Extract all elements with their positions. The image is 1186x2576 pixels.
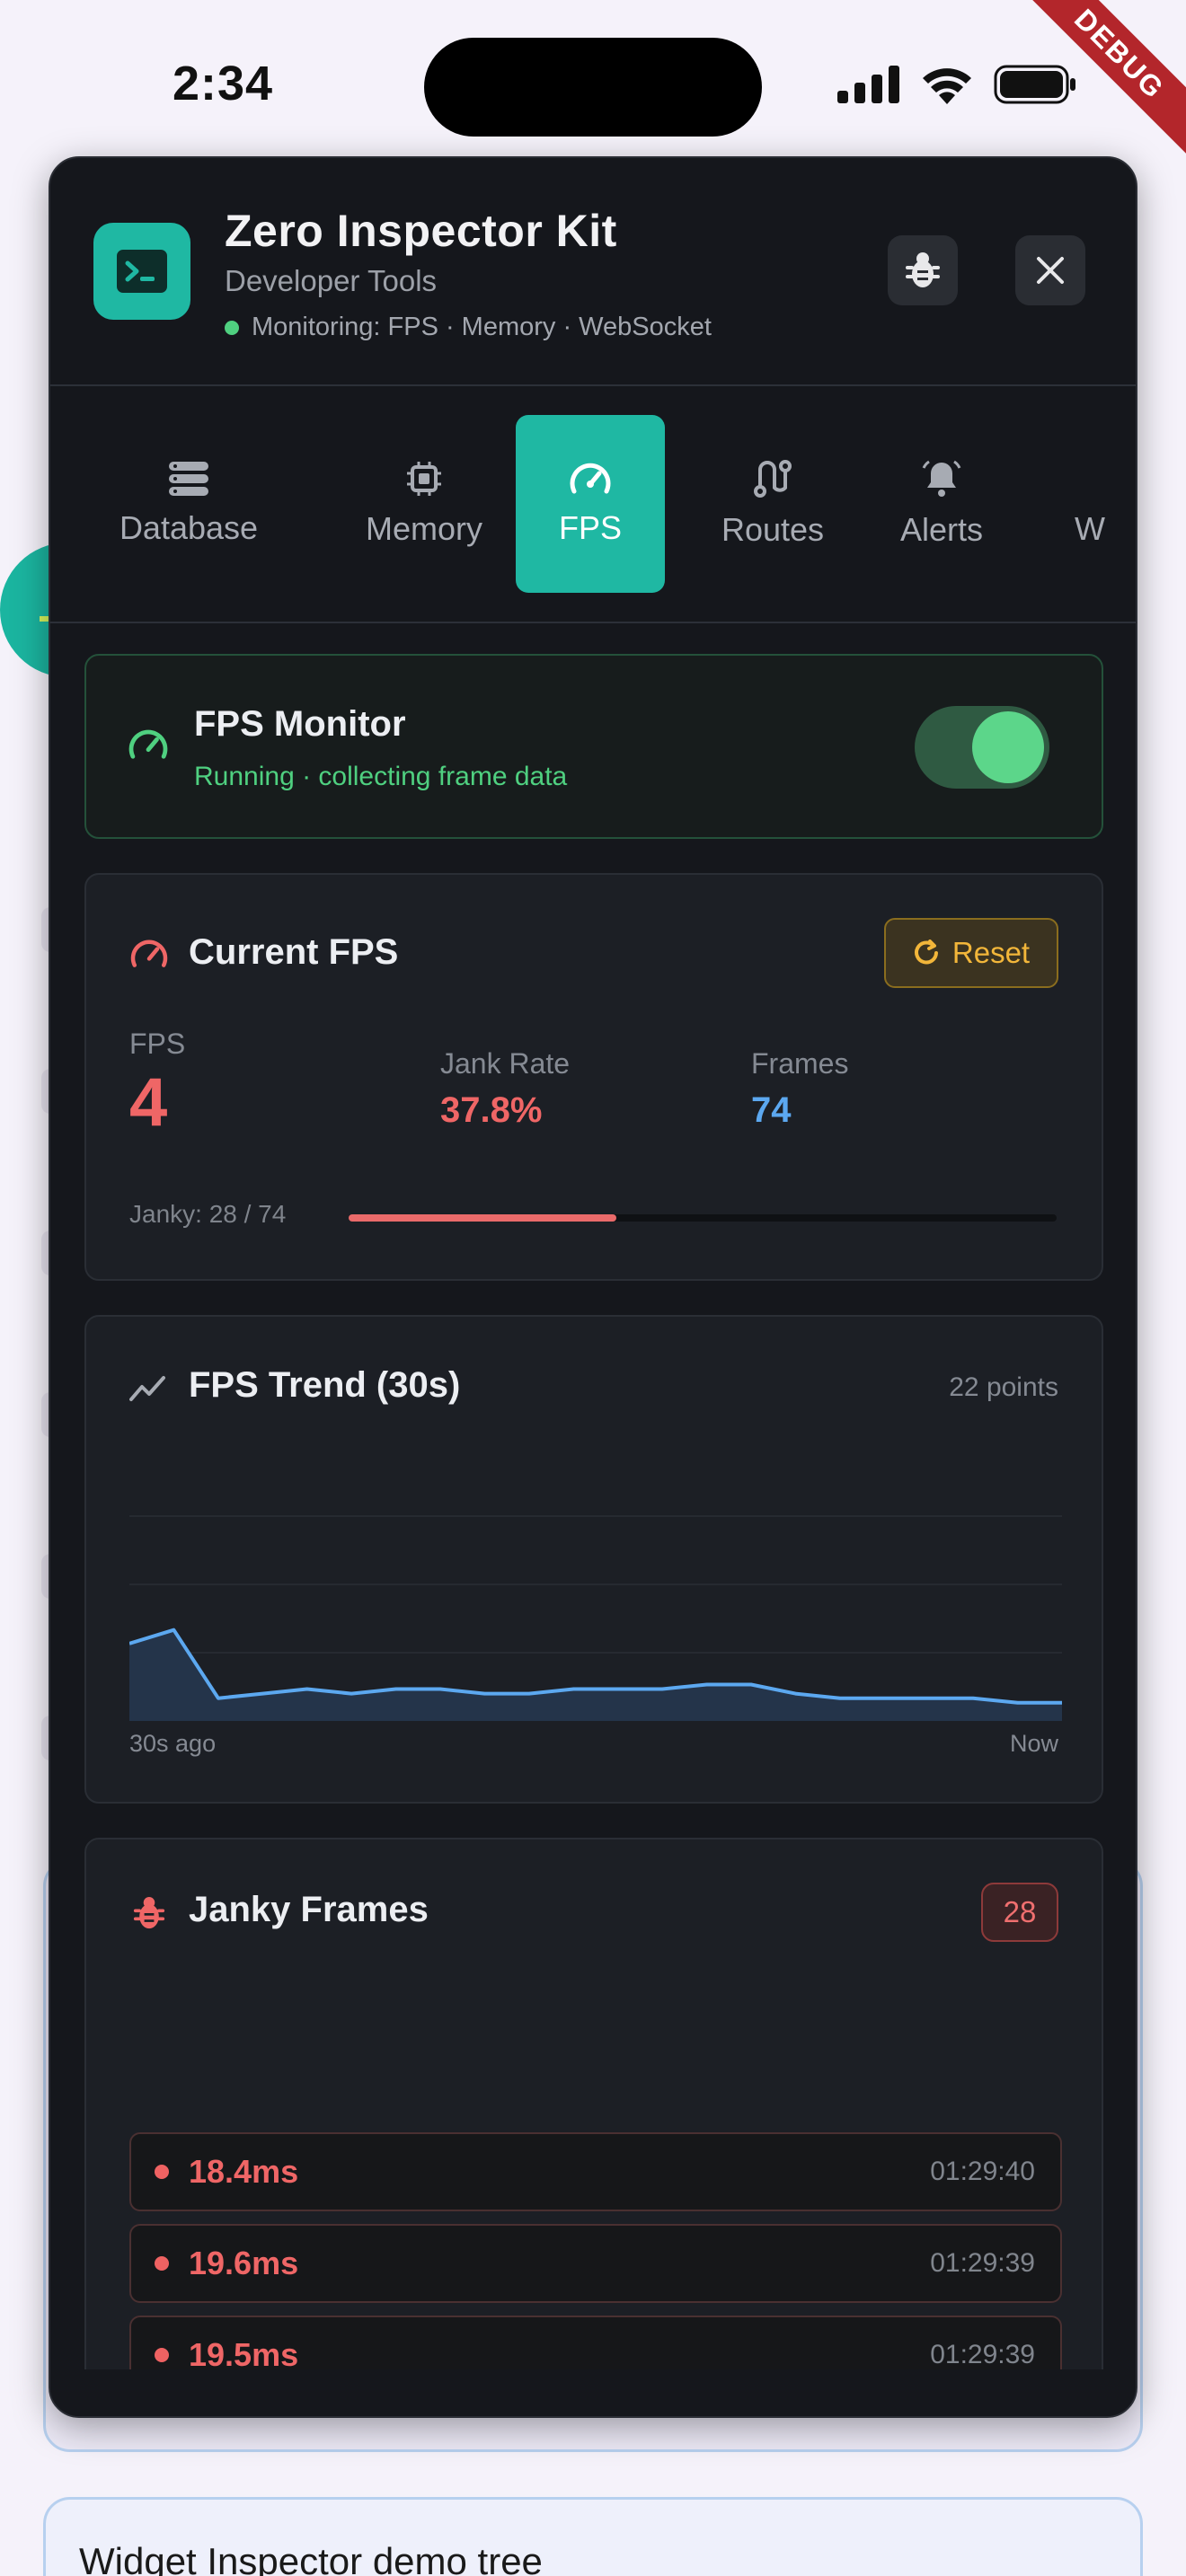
jank-progress-fill — [349, 1214, 616, 1222]
close-icon — [1037, 257, 1064, 284]
tab-label: FPS — [558, 509, 622, 546]
tab-label: Database — [119, 509, 259, 546]
tab-label: Memory — [365, 510, 482, 547]
fps-value: 4 — [129, 1064, 168, 1141]
fps-area — [129, 1629, 1062, 1721]
widget-tree-card[interactable] — [43, 2497, 1143, 2576]
tab-alerts[interactable]: Alerts — [877, 415, 1006, 593]
janky-frame-row[interactable]: 19.6ms 01:29:39 — [129, 2224, 1062, 2303]
jank-progress-bar — [349, 1214, 1057, 1222]
janky-frames-title: Janky Frames — [189, 1890, 429, 1929]
wifi-icon — [923, 68, 971, 104]
panel-bottom-edge — [50, 2369, 1136, 2416]
frames-value: 74 — [751, 1090, 792, 1130]
panel-subtitle: Developer Tools — [225, 264, 438, 297]
database-icon — [169, 462, 208, 496]
fps-monitor-status: Running · collecting frame data — [194, 762, 568, 791]
panel-header: Zero Inspector Kit Developer Tools Monit… — [50, 158, 1136, 386]
fab-icon — [40, 616, 52, 622]
fps-monitor-toggle[interactable] — [915, 706, 1049, 789]
janky-count-badge: 28 — [981, 1883, 1058, 1942]
current-fps-card: Current FPS Reset FPS 4 Jank Rate 37.8% … — [84, 873, 1103, 1281]
tab-fps[interactable]: FPS — [516, 415, 665, 593]
jank-rate-value: 37.8% — [440, 1090, 543, 1130]
frame-time: 01:29:40 — [930, 2157, 1035, 2186]
signal-icon — [837, 66, 899, 103]
tab-label: Alerts — [899, 511, 984, 548]
fps-trend-chart — [129, 1515, 1062, 1721]
fps-trend-title: FPS Trend (30s) — [189, 1365, 461, 1405]
route-icon — [754, 460, 792, 498]
fps-monitor-title: FPS Monitor — [194, 704, 406, 744]
inspector-panel: Zero Inspector Kit Developer Tools Monit… — [49, 156, 1137, 2418]
tab-websocket[interactable]: W — [1075, 415, 1136, 593]
fps-line — [129, 1628, 1062, 1705]
speedometer-icon — [130, 940, 168, 967]
janky-dot — [155, 2165, 169, 2179]
frames-label: Frames — [751, 1047, 849, 1080]
janky-frames-card: Janky Frames 28 18.4ms 01:29:40 19.6ms 0… — [84, 1838, 1103, 2416]
fps-label: FPS — [129, 1028, 186, 1060]
speedometer-icon — [128, 729, 168, 759]
tab-bar: Database Memory FPS Routes — [50, 388, 1136, 623]
frame-duration: 19.5ms — [189, 2336, 299, 2373]
fps-trend-card: FPS Trend (30s) 22 points 30s ago Now — [84, 1315, 1103, 1804]
trend-points-count: 22 points — [949, 1372, 1058, 1402]
frame-duration: 18.4ms — [189, 2153, 299, 2190]
tab-memory[interactable]: Memory — [336, 415, 512, 593]
terminal-icon — [93, 223, 190, 320]
speedometer-icon — [570, 463, 611, 494]
refresh-icon — [914, 940, 938, 965]
janky-frame-row[interactable]: 18.4ms 01:29:40 — [129, 2132, 1062, 2211]
widget-tree-title: Widget Inspector demo tree — [79, 2540, 543, 2576]
close-button[interactable] — [1015, 235, 1085, 305]
janky-dot — [155, 2348, 169, 2362]
monitoring-text: Monitoring: FPS · Memory · WebSocket — [252, 313, 712, 341]
panel-title: Zero Inspector Kit — [225, 206, 617, 256]
tab-label: Routes — [721, 511, 825, 548]
trend-end-label: Now — [1009, 1730, 1058, 1757]
monitoring-status: Monitoring: FPS · Memory · WebSocket — [225, 313, 712, 342]
bug-button[interactable] — [888, 235, 958, 305]
jank-rate-label: Jank Rate — [440, 1047, 571, 1080]
dynamic-island — [424, 38, 762, 137]
status-time: 2:34 — [173, 57, 274, 110]
tab-database[interactable]: Database — [97, 415, 280, 593]
reset-label: Reset — [951, 936, 1031, 969]
tab-label: W — [1075, 510, 1105, 547]
toggle-knob — [972, 711, 1044, 783]
janky-count-text: Janky: 28 / 74 — [129, 1200, 287, 1228]
reset-button[interactable]: Reset — [884, 918, 1058, 988]
frame-time: 01:29:39 — [930, 2248, 1035, 2278]
chip-icon — [407, 462, 441, 496]
battery-icon — [994, 65, 1075, 104]
bell-icon — [922, 460, 961, 497]
trend-start-label: 30s ago — [129, 1730, 217, 1757]
bug-icon — [906, 252, 940, 287]
janky-dot — [155, 2256, 169, 2271]
frame-duration: 19.6ms — [189, 2245, 299, 2281]
current-fps-title: Current FPS — [189, 932, 399, 972]
fps-monitor-card: FPS Monitor Running · collecting frame d… — [84, 654, 1103, 839]
bug-icon — [133, 1897, 165, 1929]
status-icons — [837, 65, 1076, 104]
status-dot — [225, 320, 239, 335]
trend-icon — [129, 1376, 165, 1401]
frame-time: 01:29:39 — [930, 2340, 1035, 2369]
tab-routes[interactable]: Routes — [699, 415, 846, 593]
